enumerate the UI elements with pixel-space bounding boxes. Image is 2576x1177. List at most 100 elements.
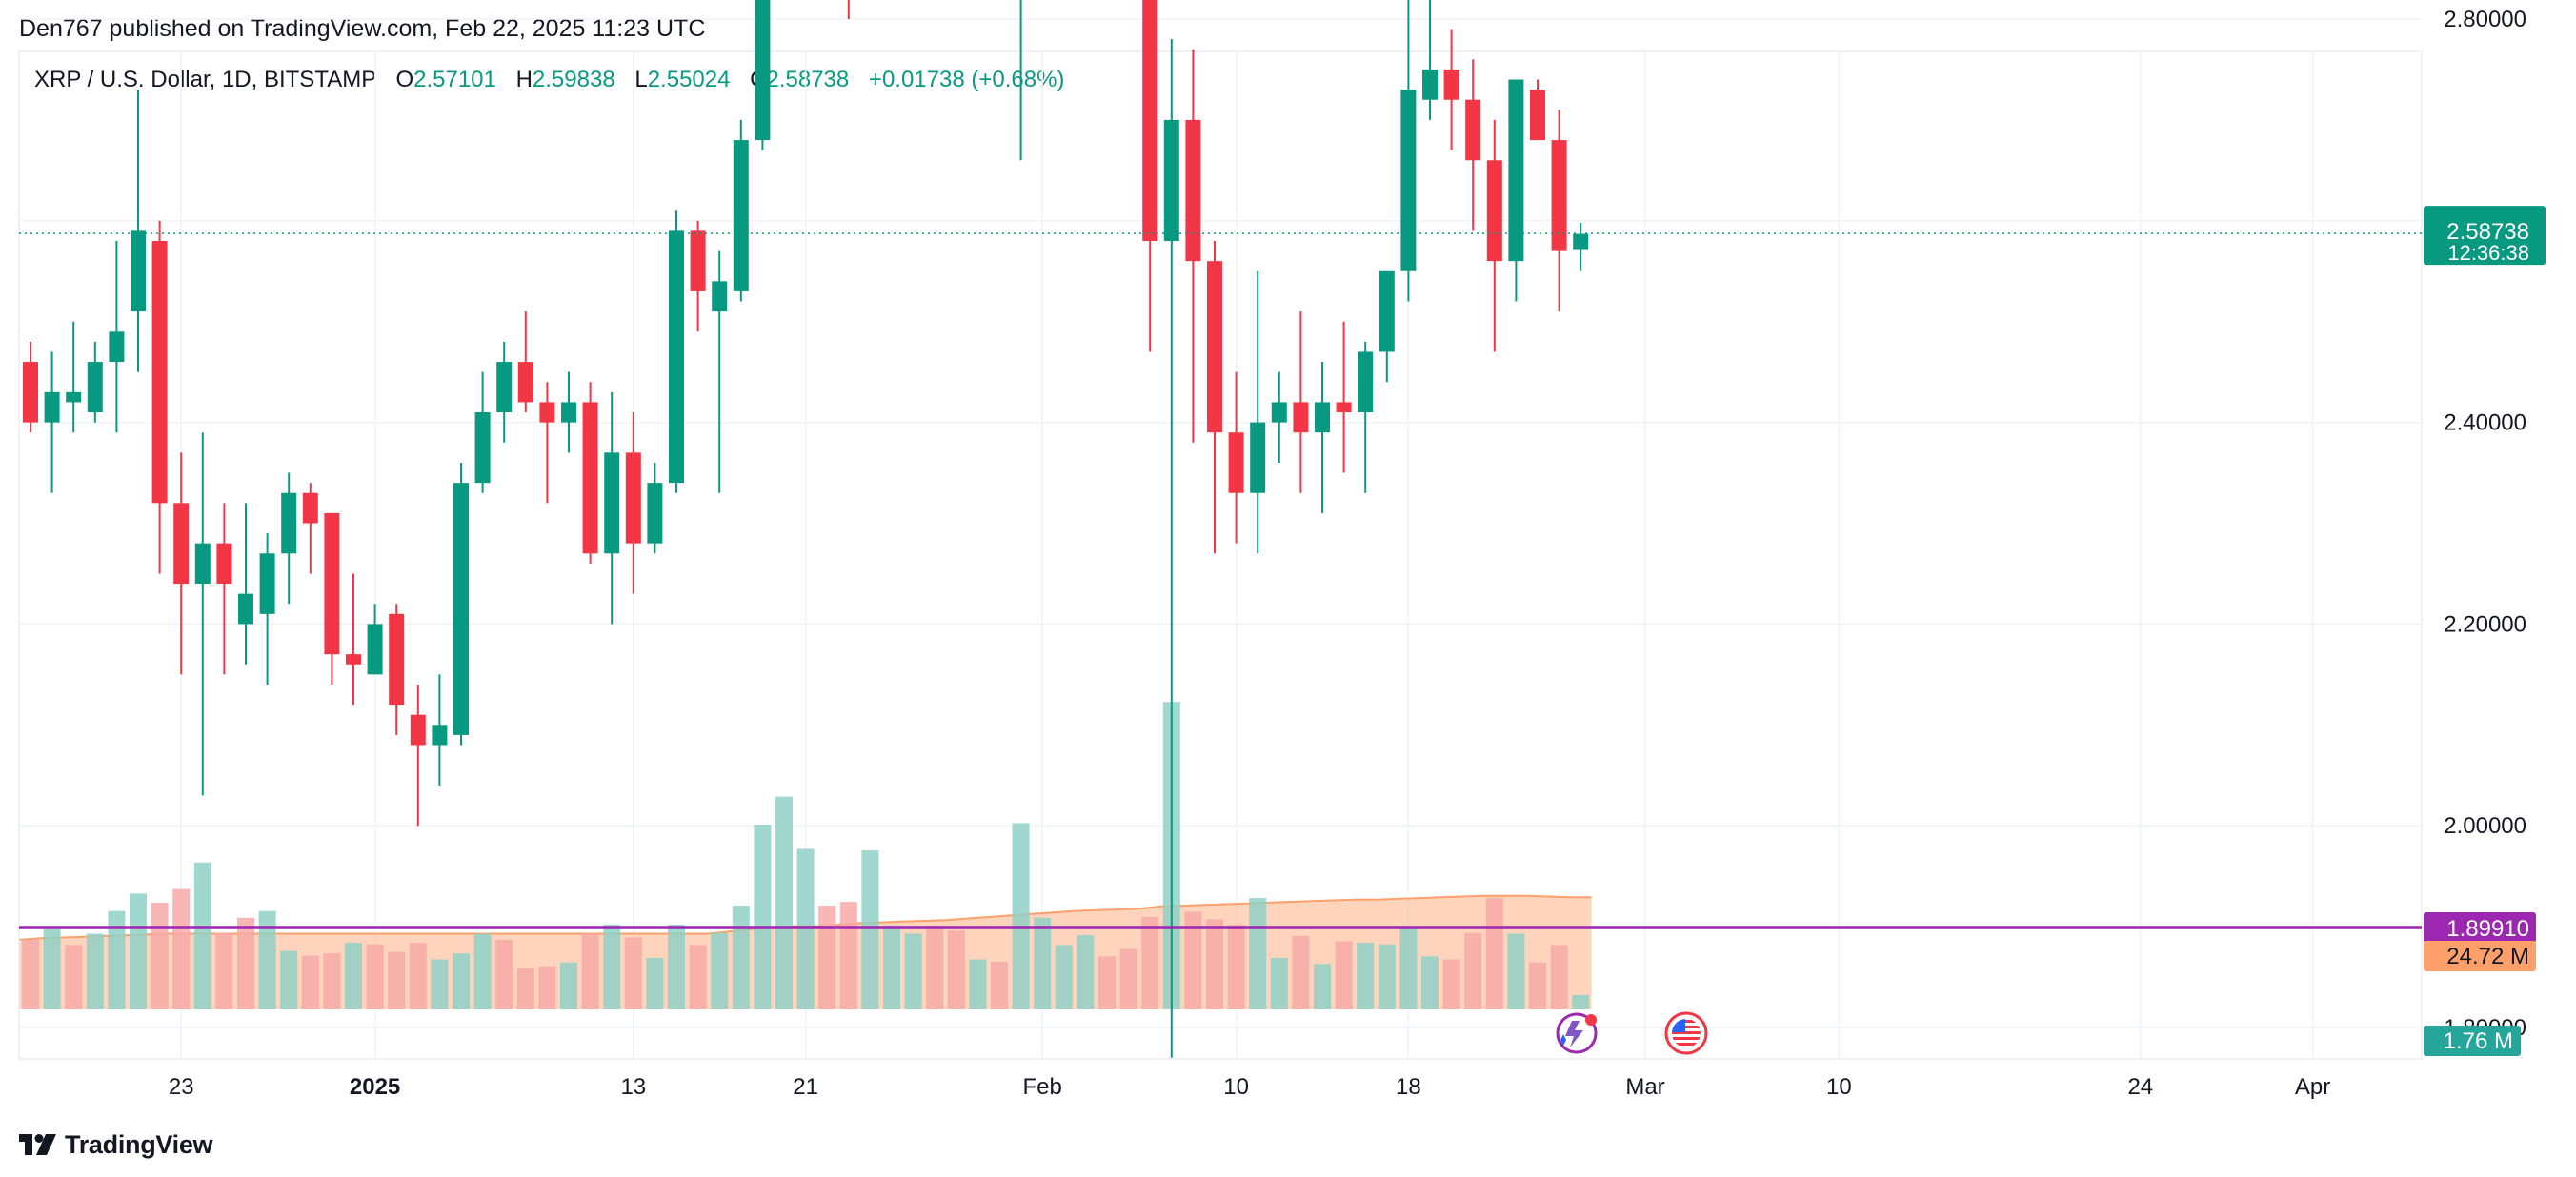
candle[interactable]	[1465, 59, 1481, 231]
candle[interactable]	[1443, 29, 1459, 150]
candle[interactable]	[1250, 270, 1266, 554]
grid-lines	[18, 18, 2423, 1060]
candle[interactable]	[453, 462, 469, 746]
y-tick-label: 2.40000	[2444, 410, 2526, 436]
candle[interactable]	[690, 220, 706, 332]
candle[interactable]	[755, 0, 771, 150]
candle-body	[712, 281, 728, 312]
candle[interactable]	[410, 684, 426, 827]
candle[interactable]	[1142, 0, 1158, 352]
candle[interactable]	[151, 220, 168, 574]
volume-bar	[883, 925, 900, 1009]
candle[interactable]	[194, 432, 211, 796]
candle[interactable]	[733, 119, 749, 302]
candle-body	[1465, 99, 1481, 161]
volume-ma-tag	[2424, 941, 2536, 971]
event-icons[interactable]	[1556, 1011, 1708, 1055]
candle[interactable]	[1163, 39, 1179, 1058]
candle[interactable]	[517, 311, 533, 413]
x-tick-label: 18	[1396, 1074, 1421, 1100]
candle[interactable]	[474, 371, 491, 493]
candle[interactable]	[173, 452, 190, 675]
volume-bar	[409, 943, 427, 1009]
candle[interactable]	[1422, 0, 1438, 120]
volume-bar	[473, 933, 492, 1009]
volume-bar	[861, 850, 879, 1009]
us-flag-event-icon[interactable]	[1664, 1011, 1708, 1055]
candlesticks[interactable]	[23, 0, 1589, 1058]
candle[interactable]	[1185, 49, 1201, 443]
symbol-name[interactable]: XRP / U.S. Dollar, 1D, BITSTAMP	[34, 67, 376, 92]
candle[interactable]	[1228, 371, 1244, 544]
volume-bar	[193, 862, 211, 1009]
candle[interactable]	[1293, 311, 1309, 493]
candle[interactable]	[1551, 110, 1567, 312]
candle[interactable]	[216, 503, 232, 675]
candle[interactable]	[259, 533, 275, 685]
candle-body	[1530, 90, 1545, 141]
volume-bar	[1550, 945, 1568, 1009]
candle[interactable]	[1014, 0, 1029, 161]
volume-bar	[1034, 917, 1052, 1009]
candle[interactable]	[712, 250, 728, 493]
axes[interactable]: 1.800002.000002.200002.400002.600002.800…	[169, 0, 2546, 1100]
candle[interactable]	[1315, 362, 1330, 513]
volume-bar	[65, 945, 83, 1009]
candle[interactable]	[1573, 222, 1589, 271]
volume-bar	[1141, 917, 1159, 1009]
tradingview-logo[interactable]: TradingView	[19, 1127, 213, 1162]
volume-bar	[1421, 956, 1439, 1009]
candle[interactable]	[582, 382, 598, 564]
candle[interactable]	[647, 462, 663, 554]
candle-body	[281, 492, 297, 554]
volume-bar	[1442, 959, 1460, 1009]
volume-bar	[732, 906, 750, 1009]
candle[interactable]	[1379, 270, 1395, 383]
candle[interactable]	[23, 341, 38, 433]
candle[interactable]	[324, 512, 340, 685]
candle[interactable]	[1271, 371, 1287, 463]
candle[interactable]	[561, 371, 576, 453]
candle[interactable]	[131, 90, 146, 372]
candle[interactable]	[281, 472, 297, 605]
candle-body	[733, 140, 749, 291]
lightning-event-icon[interactable]	[1556, 1012, 1598, 1054]
candle[interactable]	[66, 321, 82, 433]
volume-bar	[538, 966, 556, 1009]
candle[interactable]	[1508, 79, 1524, 302]
candle-body	[604, 452, 620, 554]
candle[interactable]	[1400, 0, 1417, 302]
candle[interactable]	[432, 674, 448, 786]
candle-body	[647, 483, 663, 544]
candle[interactable]	[346, 573, 361, 706]
candle[interactable]	[496, 341, 513, 443]
candle[interactable]	[389, 604, 405, 735]
horizontal-lines[interactable]	[19, 0, 2422, 929]
candle[interactable]	[604, 391, 620, 625]
open-value: 2.57101	[413, 67, 496, 92]
candle[interactable]	[625, 412, 641, 594]
volume-ma-label: 24.72 M	[2446, 944, 2529, 969]
candle[interactable]	[1530, 79, 1545, 141]
candle[interactable]	[669, 210, 684, 493]
candle-body	[302, 492, 318, 524]
candle[interactable]	[841, 0, 856, 19]
candle[interactable]	[1358, 341, 1374, 493]
candle-body	[87, 362, 103, 413]
volume-bar	[1485, 898, 1503, 1009]
candle[interactable]	[109, 240, 125, 433]
x-tick-label: Feb	[1023, 1074, 1062, 1100]
volume-bar	[1292, 935, 1310, 1009]
candle[interactable]	[238, 503, 253, 665]
candle-body	[151, 240, 168, 504]
candle[interactable]	[87, 341, 103, 423]
candle[interactable]	[1207, 240, 1222, 554]
candle[interactable]	[367, 604, 383, 675]
candle[interactable]	[539, 382, 555, 504]
x-tick-label: 10	[1223, 1074, 1249, 1100]
candle[interactable]	[1336, 321, 1352, 473]
candle[interactable]	[302, 483, 318, 574]
candle[interactable]	[1486, 119, 1502, 352]
candle[interactable]	[44, 351, 60, 493]
